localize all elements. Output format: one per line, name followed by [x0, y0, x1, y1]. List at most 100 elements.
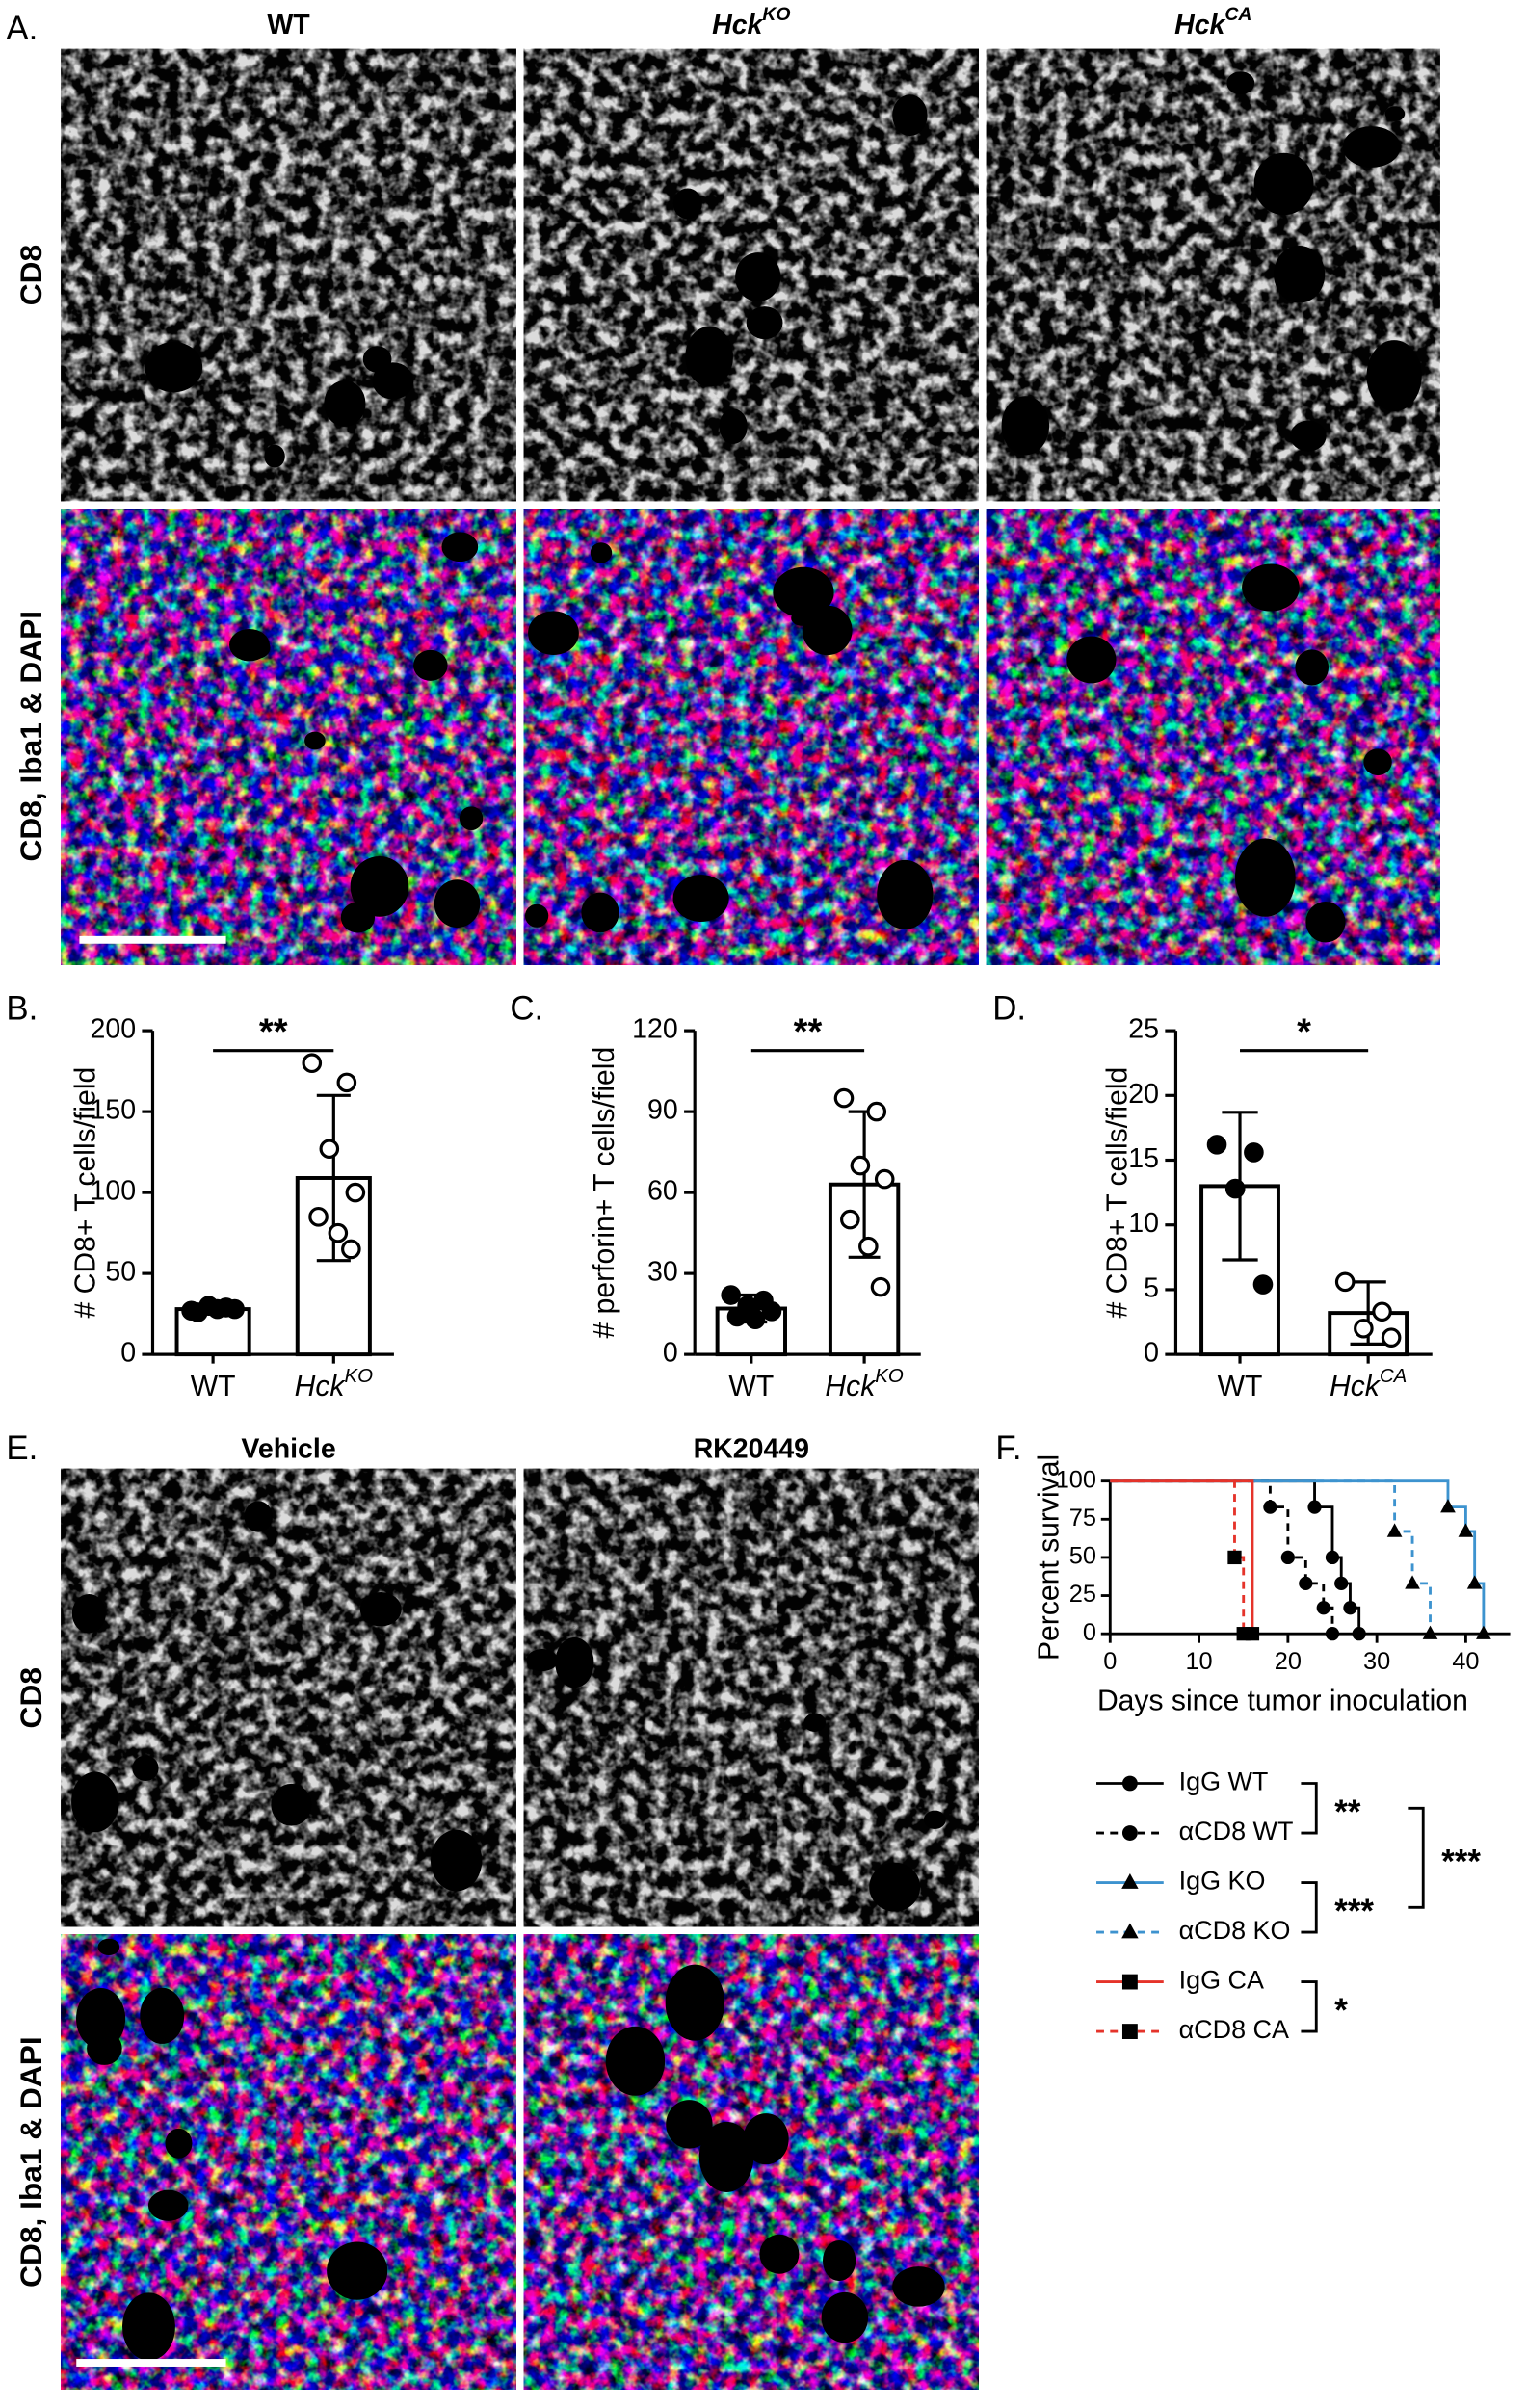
row-label: CD8: [13, 1667, 48, 1728]
data-point: [1354, 1318, 1374, 1339]
vessel: [555, 1636, 594, 1688]
vessel: [773, 566, 834, 618]
data-point: [866, 1101, 887, 1122]
y-tick-label: 25: [1069, 1581, 1096, 1608]
vessel: [244, 1501, 273, 1532]
event-marker: [1440, 1499, 1456, 1513]
x-tick-label-base: WT: [1218, 1371, 1263, 1402]
vessel: [147, 2189, 189, 2221]
column-title: WT: [267, 10, 310, 40]
vessel: [743, 2113, 789, 2165]
event-marker: [1343, 1601, 1357, 1615]
data-point: [858, 1236, 879, 1257]
y-tick-label: 50: [105, 1257, 136, 1288]
y-tick-label: 120: [632, 1014, 678, 1045]
scale-bar: [76, 2359, 226, 2367]
significance-label: **: [259, 1011, 288, 1052]
data-point: [1252, 1274, 1274, 1295]
y-tick-label: 60: [647, 1176, 678, 1207]
x-tick-label-base: WT: [191, 1371, 236, 1402]
y-tick-label: 100: [1056, 1466, 1096, 1493]
bracket: [1301, 1782, 1318, 1835]
vessel: [746, 306, 783, 340]
event-marker: [1236, 1627, 1251, 1641]
vessel: [719, 408, 748, 444]
vessel: [528, 611, 579, 656]
vessel: [1274, 246, 1326, 303]
survival-line: [1110, 1479, 1246, 1635]
legend-label: IgG KO: [1179, 1867, 1266, 1896]
event-marker: [1325, 1627, 1340, 1641]
comparison-label: **: [1334, 1793, 1361, 1831]
bracket: [1301, 1881, 1318, 1934]
x-tick-label: HckKO: [825, 1365, 904, 1402]
vessel: [526, 1649, 559, 1672]
event-marker: [1476, 1625, 1491, 1639]
vessel: [1290, 420, 1327, 452]
vessel: [1226, 71, 1255, 95]
y-tick-label: 75: [1069, 1505, 1096, 1531]
vessel: [1234, 838, 1296, 917]
x-axis-label: Days since tumor inoculation: [1097, 1685, 1468, 1716]
vessel: [1366, 340, 1422, 412]
vessel: [822, 2239, 856, 2282]
legend-label: αCD8 CA: [1179, 2015, 1289, 2044]
data-point: [345, 1182, 366, 1203]
vessel: [1342, 126, 1401, 168]
vessel: [590, 542, 613, 563]
y-tick-label: 90: [647, 1095, 678, 1126]
vessel: [145, 341, 203, 393]
vessel: [1066, 636, 1117, 684]
event-marker: [1352, 1627, 1366, 1641]
event-marker: [1325, 1550, 1340, 1565]
vessel: [685, 326, 733, 387]
panel-label: C.: [510, 990, 543, 1028]
data-point: [761, 1301, 782, 1322]
data-point: [1334, 1271, 1356, 1293]
event-marker: [1466, 1575, 1483, 1589]
vessel: [735, 252, 781, 302]
significance-label: **: [794, 1011, 823, 1052]
x-tick-label-base: Hck: [825, 1371, 877, 1402]
vessel: [698, 2121, 754, 2192]
x-tick-label-base: WT: [728, 1371, 774, 1402]
y-tick-label: 10: [1128, 1208, 1159, 1239]
y-tick-label: 150: [90, 1095, 136, 1126]
vessel: [132, 1755, 159, 1781]
x-tick-label: WT: [191, 1371, 236, 1402]
x-tick-label: 10: [1185, 1648, 1212, 1675]
legend-marker: [1121, 2024, 1138, 2039]
row-label: CD8, Iba1 & DAPI: [13, 611, 48, 862]
vessel: [821, 2291, 869, 2343]
data-point: [224, 1298, 245, 1320]
column-title-sup: KO: [762, 4, 790, 25]
x-tick-label: WT: [1218, 1371, 1263, 1402]
x-tick-label: HckCA: [1330, 1365, 1407, 1402]
x-tick-label: WT: [728, 1371, 774, 1402]
vessel: [434, 879, 481, 929]
vessel: [430, 1829, 483, 1892]
event-marker: [1458, 1523, 1474, 1537]
legend-marker: [1121, 1825, 1138, 1841]
vessel: [340, 902, 376, 933]
legend-marker: [1121, 1873, 1139, 1889]
data-point: [1206, 1135, 1227, 1155]
vessel: [581, 892, 619, 933]
column-title-base: Hck: [712, 10, 764, 40]
vessel: [140, 1987, 185, 2044]
y-tick-label: 5: [1144, 1272, 1159, 1303]
x-tick-label: 0: [1103, 1648, 1117, 1675]
vessel: [803, 1713, 826, 1733]
x-tick-label-base: Hck: [1330, 1371, 1382, 1402]
y-axis-label: # CD8+ T cells/field: [1102, 1067, 1134, 1319]
data-point: [1381, 1327, 1402, 1348]
data-point: [308, 1207, 329, 1227]
vessel: [665, 1964, 725, 2041]
data-point: [207, 1298, 227, 1320]
vessel: [327, 2241, 388, 2300]
event-marker: [1280, 1550, 1295, 1565]
x-tick-label-sup: KO: [875, 1365, 904, 1387]
vessel: [97, 1938, 120, 1956]
y-tick-label: 50: [1069, 1543, 1096, 1570]
